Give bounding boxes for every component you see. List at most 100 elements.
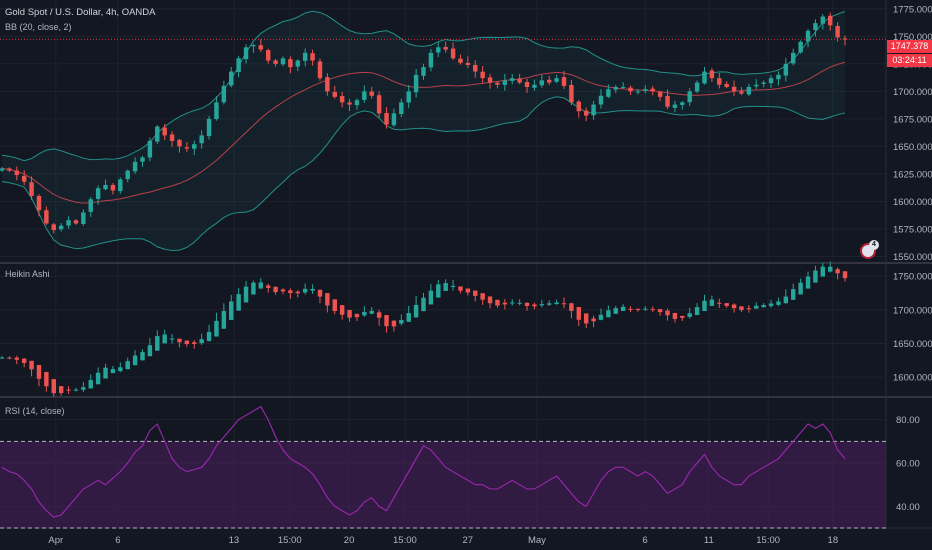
heikin-ashi-candle — [510, 302, 515, 304]
time-axis-tick: 18 — [828, 535, 839, 546]
heikin-ashi-candle — [702, 300, 707, 312]
time-axis-tick: 11 — [704, 535, 714, 546]
price-candle — [236, 58, 241, 73]
price-candle — [36, 196, 42, 211]
heikin-ashi-candle — [791, 289, 796, 300]
time-axis-tick: 15:00 — [393, 535, 417, 546]
heikin-ashi-candle — [473, 290, 478, 296]
event-count-badge[interactable]: 4 — [869, 240, 879, 250]
price-candle — [140, 157, 145, 162]
bollinger-fill — [2, 11, 845, 251]
heikin-ashi-candle — [628, 308, 633, 310]
heikin-ashi-candle — [317, 289, 323, 297]
price-candle — [791, 52, 796, 64]
price-candle — [132, 161, 138, 172]
price-candle — [620, 86, 626, 88]
heikin-ashi-candle — [450, 285, 456, 288]
price-axis-tick: 1650.000 — [893, 142, 932, 153]
price-axis-tick: 1675.000 — [893, 114, 932, 125]
heikin-ashi-candle — [295, 291, 301, 294]
price-candle — [524, 82, 530, 87]
price-candle — [125, 170, 130, 180]
heikin-ashi-candle — [369, 310, 374, 314]
price-axis-tick: 1700.000 — [893, 87, 932, 98]
price-candle — [302, 52, 308, 61]
price-candle — [251, 45, 256, 47]
heikin-ashi-candle — [502, 302, 508, 305]
heikin-ashi-candle — [51, 379, 56, 394]
heikin-ashi-candle — [598, 314, 604, 320]
price-candle — [702, 71, 707, 84]
heikin-ashi-candle — [694, 307, 700, 316]
heikin-ashi-candle — [192, 342, 197, 344]
symbol-title[interactable]: Gold Spot / U.S. Dollar, 4h, OANDA — [5, 7, 156, 18]
price-candle — [376, 95, 382, 114]
heikin-ashi-candle — [546, 303, 552, 305]
price-candle — [44, 210, 49, 224]
heikin-ashi-candle — [524, 302, 530, 307]
price-candle — [192, 144, 197, 149]
price-candle — [680, 102, 685, 105]
heikin-ashi-candle — [162, 334, 167, 344]
price-candle — [776, 74, 781, 80]
heikin-ashi-candle — [310, 288, 315, 291]
heikin-axis-tick: 1700.000 — [893, 305, 932, 316]
price-candle — [66, 220, 71, 226]
price-candle — [273, 60, 278, 64]
heikin-ashi-candle — [81, 387, 86, 390]
heikin-ashi-candle — [14, 357, 20, 360]
heikin-ashi-candle — [813, 270, 818, 283]
heikin-ashi-candle — [576, 307, 582, 320]
time-axis-tick: 6 — [115, 535, 120, 546]
price-candle — [280, 58, 286, 65]
time-axis-tick: 15:00 — [756, 535, 780, 546]
heikin-ashi-candle — [458, 286, 463, 291]
heikin-ashi-candle — [214, 320, 219, 337]
price-candle — [569, 84, 574, 103]
price-candle — [369, 91, 374, 96]
heikin-ashi-candle — [177, 338, 182, 343]
heikin-ashi-candle — [384, 315, 389, 327]
heikin-ashi-candle — [21, 358, 27, 363]
heikin-ashi-candle — [302, 288, 308, 293]
heikin-ashi-candle — [805, 276, 811, 289]
price-candle — [480, 71, 485, 79]
price-candle — [95, 188, 101, 199]
rsi-label[interactable]: RSI (14, close) — [5, 406, 65, 416]
heikin-ashi-candle — [66, 389, 71, 391]
price-candle — [687, 91, 692, 103]
heikin-ashi-candle — [332, 299, 337, 312]
price-candle — [73, 220, 79, 224]
time-axis-tick: 6 — [642, 535, 647, 546]
heikin-ashi-candle — [783, 296, 789, 304]
heikin-ashi-candle — [827, 266, 833, 272]
heikin-ashi-candle — [672, 312, 678, 319]
time-axis-tick: 13 — [229, 535, 240, 546]
heikin-ashi-candle — [354, 313, 360, 318]
price-candle — [21, 175, 27, 182]
heikin-ashi-candle — [199, 339, 204, 344]
price-candle — [724, 83, 729, 87]
price-candle — [635, 91, 641, 93]
heikin-ashi-candle — [206, 331, 212, 342]
price-axis-tick: 1600.000 — [893, 197, 932, 208]
heikin-ashi-candle — [347, 309, 352, 318]
heikin-ashi-candle — [7, 357, 12, 359]
price-candle — [81, 212, 86, 224]
heikin-ashi-label[interactable]: Heikin Ashi — [5, 269, 50, 279]
rsi-line — [1, 405, 846, 518]
price-candle — [184, 147, 190, 149]
price-candle — [798, 41, 803, 53]
price-candle — [214, 102, 219, 120]
price-candle — [643, 89, 648, 91]
price-candle — [613, 86, 618, 90]
heikin-axis-tick: 1600.000 — [893, 373, 932, 384]
price-candle — [147, 140, 153, 158]
bb-indicator-label[interactable]: BB (20, close, 2) — [5, 22, 72, 32]
heikin-ashi-candle — [436, 284, 441, 298]
heikin-ashi-candle — [288, 290, 293, 294]
price-candle — [295, 60, 301, 67]
heikin-ashi-candle — [243, 286, 249, 303]
heikin-ashi-candle — [517, 302, 522, 304]
